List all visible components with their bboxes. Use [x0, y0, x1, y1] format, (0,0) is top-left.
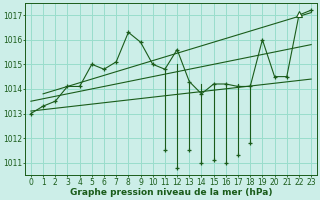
X-axis label: Graphe pression niveau de la mer (hPa): Graphe pression niveau de la mer (hPa)	[70, 188, 272, 197]
